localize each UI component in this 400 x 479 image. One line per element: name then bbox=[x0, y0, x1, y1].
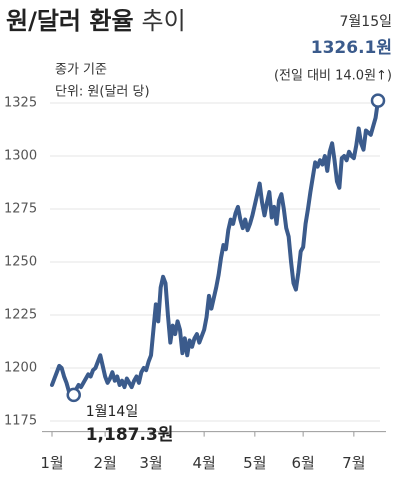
y-tick-label: 1325 bbox=[4, 96, 37, 111]
y-tick-label: 1225 bbox=[4, 308, 37, 323]
highlight-point bbox=[370, 93, 386, 108]
date-label: 7월15일 bbox=[340, 14, 392, 30]
date-label: 1월14일 bbox=[86, 404, 138, 420]
y-tick-label: 1175 bbox=[4, 414, 37, 429]
y-tick-label: 1200 bbox=[4, 361, 37, 376]
chart-title: 원/달러 환율 bbox=[6, 7, 134, 35]
x-tick-label: 4월 bbox=[192, 454, 215, 472]
highlight-point bbox=[66, 387, 81, 403]
chart-title-light: 추이 bbox=[142, 7, 186, 35]
x-tick-label: 7월 bbox=[342, 454, 365, 472]
subtitle: 종가 기준 bbox=[55, 63, 107, 78]
x-tick-label: 3월 bbox=[139, 454, 162, 472]
x-tick-label: 5월 bbox=[243, 454, 266, 472]
annotation: (전일 대비 14.0원↑) bbox=[274, 69, 392, 84]
x-tick-label: 1월 bbox=[40, 454, 63, 472]
value-label: 1326.1원 bbox=[311, 38, 392, 58]
y-tick-label: 1250 bbox=[4, 255, 37, 270]
x-tick-label: 6월 bbox=[291, 454, 314, 472]
y-tick-label: 1300 bbox=[4, 149, 37, 164]
line bbox=[50, 98, 380, 397]
value-label: 1,187.3원 bbox=[86, 425, 174, 445]
subtitle: 단위: 원(달러 당) bbox=[55, 85, 150, 100]
y-tick-label: 1275 bbox=[4, 202, 37, 217]
x-tick-label: 2월 bbox=[93, 454, 116, 472]
